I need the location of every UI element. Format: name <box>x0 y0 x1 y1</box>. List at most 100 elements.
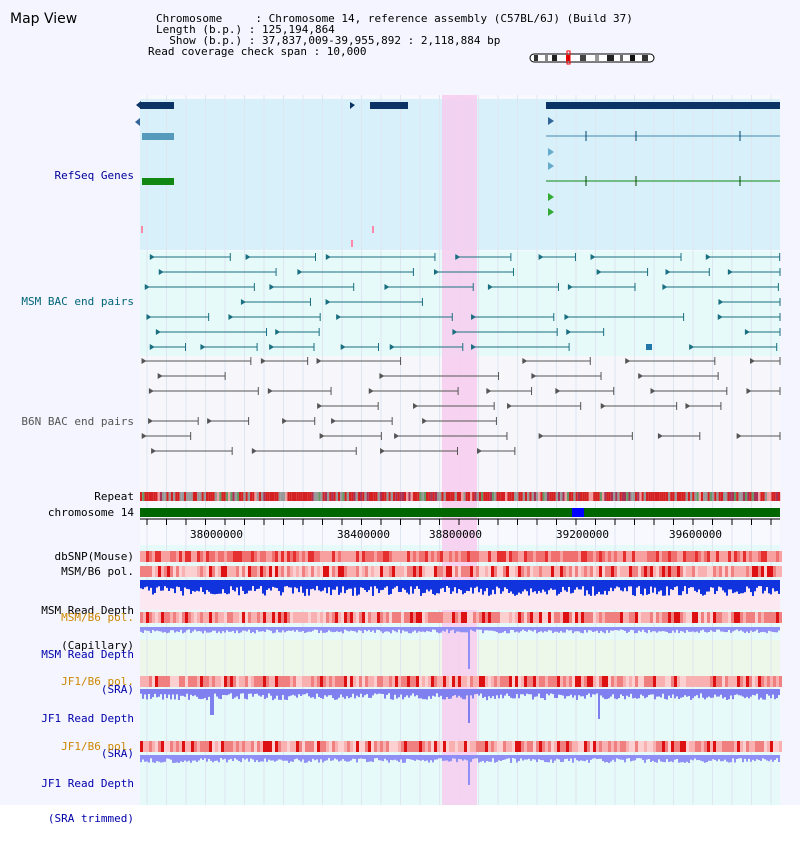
heat-cell <box>314 551 317 562</box>
heat-cell <box>422 612 425 623</box>
depth-bar <box>410 689 412 696</box>
depth-bar <box>216 580 218 594</box>
heat-cell <box>251 551 254 562</box>
bac-end-marker <box>282 418 288 424</box>
depth-bar <box>422 755 424 760</box>
depth-bar <box>762 580 764 594</box>
genome-browser-graphic[interactable] <box>0 0 800 805</box>
depth-bar <box>188 580 190 590</box>
depth-bar <box>204 580 206 595</box>
strand-arrow <box>548 148 554 156</box>
depth-bar <box>350 755 352 761</box>
heat-cell <box>608 612 611 623</box>
depth-bar <box>222 627 224 632</box>
depth-bar <box>284 755 286 761</box>
depth-bar <box>372 689 374 696</box>
repeat-element <box>318 492 321 501</box>
heat-cell <box>209 551 212 562</box>
depth-bar <box>206 755 208 762</box>
depth-bar <box>614 627 616 630</box>
depth-bar <box>444 627 446 632</box>
depth-bar <box>148 689 150 695</box>
heat-cell <box>647 612 650 623</box>
heat-cell <box>158 566 161 577</box>
heat-cell <box>473 566 476 577</box>
heat-cell <box>773 676 776 687</box>
heat-cell <box>350 741 353 752</box>
depth-bar <box>674 755 676 760</box>
heat-cell <box>191 676 194 687</box>
depth-bar <box>234 627 236 634</box>
heat-cell <box>551 676 554 687</box>
bac-end-marker <box>625 358 631 364</box>
depth-bar <box>468 627 470 669</box>
depth-bar <box>770 627 772 632</box>
heat-cell <box>680 741 683 752</box>
heat-cell <box>647 741 650 752</box>
depth-bar <box>658 627 660 632</box>
heat-cell <box>422 676 425 687</box>
heat-cell <box>374 566 377 577</box>
heat-cell <box>173 612 176 623</box>
depth-bar <box>236 755 238 760</box>
depth-bar <box>254 627 256 634</box>
heat-cell <box>761 551 764 562</box>
heat-cell <box>431 566 434 577</box>
depth-bar <box>612 755 614 760</box>
repeat-element <box>481 492 484 501</box>
heat-cell <box>305 676 308 687</box>
heat-cell <box>575 551 578 562</box>
depth-bar <box>628 689 630 697</box>
heat-cell <box>566 676 569 687</box>
depth-bar <box>302 627 304 631</box>
heat-cell <box>509 551 512 562</box>
depth-bar <box>222 755 224 760</box>
refseq-gene <box>140 102 174 109</box>
depth-bar <box>142 627 144 633</box>
repeat-element <box>177 492 180 501</box>
heat-cell <box>710 676 713 687</box>
depth-bar <box>494 580 496 595</box>
depth-bar <box>552 755 554 763</box>
heat-cell <box>419 566 422 577</box>
depth-bar <box>312 627 314 631</box>
depth-bar <box>228 627 230 632</box>
heat-cell <box>341 612 344 623</box>
depth-bar <box>252 627 254 632</box>
depth-bar <box>232 755 234 762</box>
msm-depth-sra-line1: MSM Read Depth <box>41 648 134 661</box>
depth-bar <box>276 689 278 696</box>
chromosome-line: Chromosome : Chromosome 14, reference as… <box>156 12 633 25</box>
repeat-element <box>344 492 347 501</box>
depth-bar <box>670 755 672 762</box>
heat-cell <box>728 551 731 562</box>
repeat-element <box>463 492 466 501</box>
heat-cell <box>533 741 536 752</box>
heat-cell <box>161 676 164 687</box>
heat-cell <box>461 566 464 577</box>
depth-bar <box>174 689 176 700</box>
heat-cell <box>266 741 269 752</box>
heat-cell <box>398 741 401 752</box>
depth-bar <box>210 580 212 594</box>
depth-bar <box>634 689 636 698</box>
depth-bar <box>242 689 244 694</box>
depth-bar <box>280 689 282 700</box>
depth-bar <box>264 580 266 596</box>
depth-bar <box>282 627 284 631</box>
heat-cell <box>491 612 494 623</box>
heat-cell <box>536 551 539 562</box>
repeat-element <box>580 492 583 501</box>
heat-cell <box>590 676 593 687</box>
heat-cell <box>350 612 353 623</box>
heat-cell <box>776 566 779 577</box>
depth-bar <box>446 627 448 630</box>
heat-cell <box>752 676 755 687</box>
heat-cell <box>437 566 440 577</box>
repeat-element <box>353 492 356 501</box>
heat-cell <box>284 612 287 623</box>
depth-bar <box>548 627 550 631</box>
heat-cell <box>548 676 551 687</box>
depth-bar <box>488 689 490 697</box>
repeat-element <box>500 492 503 501</box>
